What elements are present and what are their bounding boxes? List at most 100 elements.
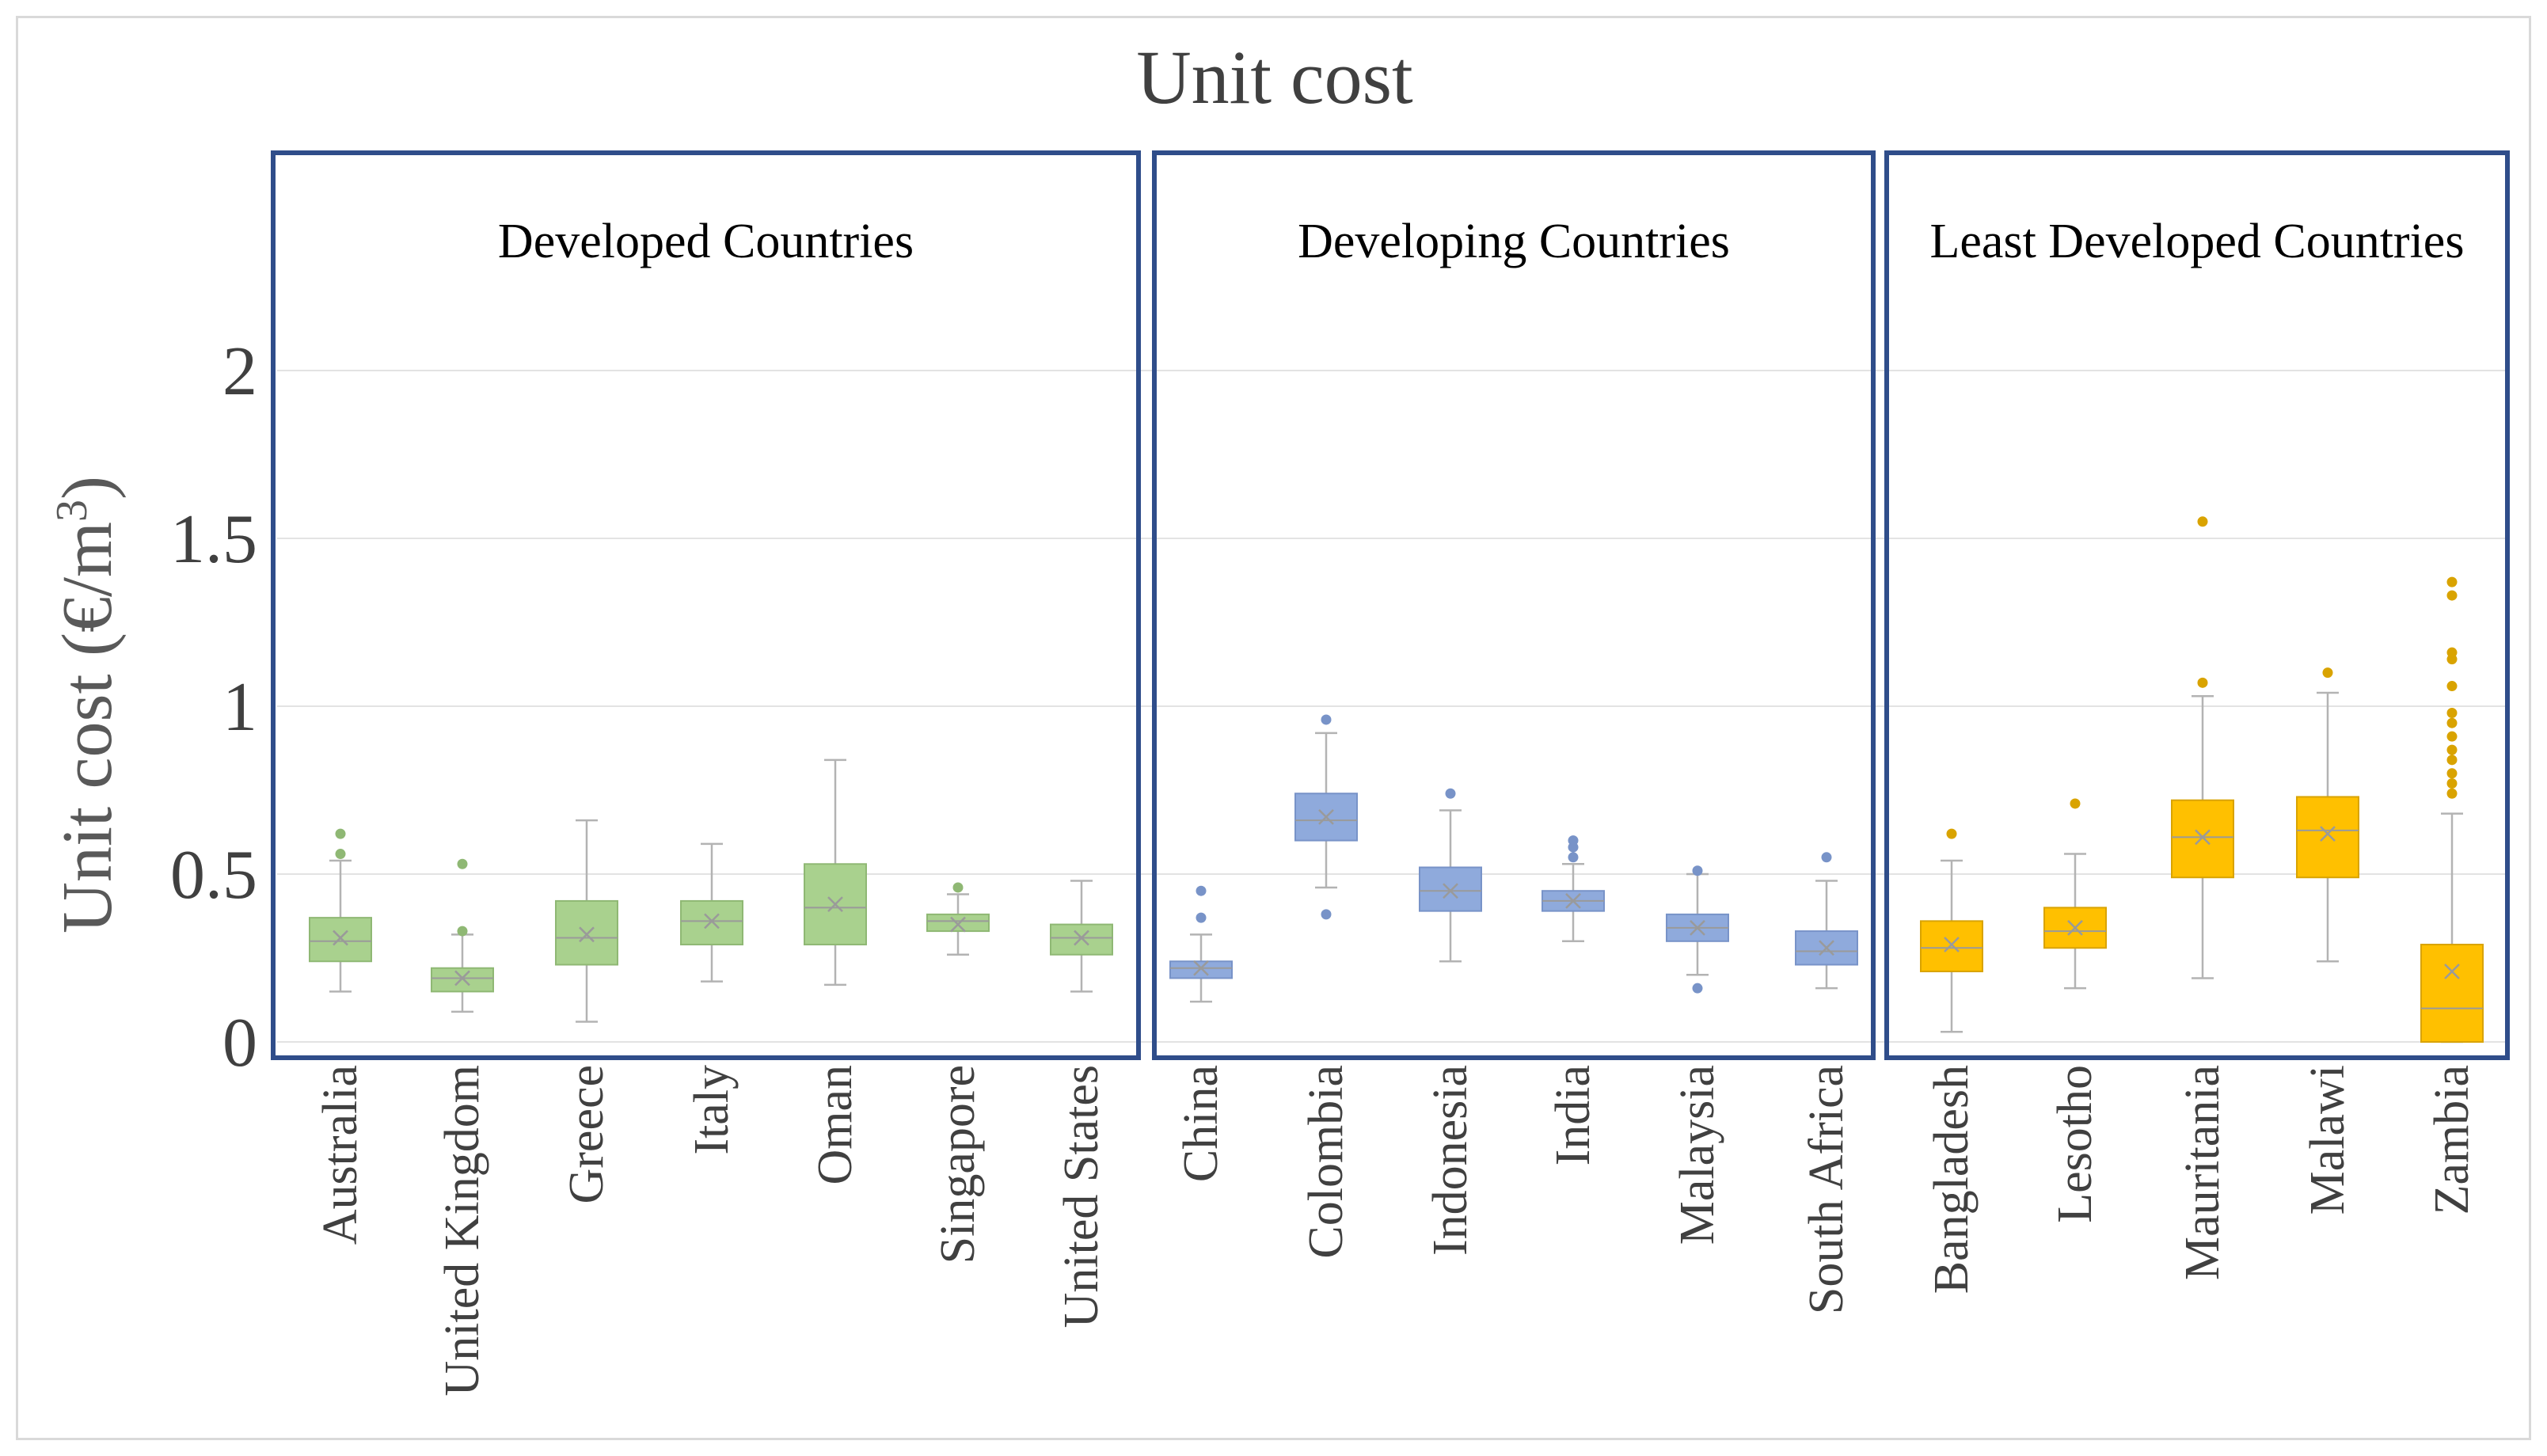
y-tick-label: 1.5 [170,501,257,578]
outlier-point [2446,768,2458,779]
outlier-point [1321,909,1332,920]
box-india [1542,835,1605,943]
box-iqr [1169,960,1233,979]
box-oman [804,758,867,987]
x-tick-label: United Kingdom [435,1065,489,1396]
x-tick-label: Singapore [931,1065,985,1264]
outlier-point [1692,865,1703,876]
outlier-point [2070,798,2081,809]
x-tick-label: Indonesia [1424,1065,1477,1256]
mean-marker [1318,809,1334,825]
mean-marker [579,926,595,943]
box-bangladesh [1920,828,1983,1033]
x-tick-label: Oman [808,1065,862,1185]
outlier-point [2446,681,2458,692]
box-united-kingdom [431,858,494,1013]
mean-marker [1565,893,1581,909]
mean-marker [1193,960,1209,976]
x-tick-label: Bangladesh [1925,1065,1979,1294]
box-mauritania [2171,516,2234,979]
outlier-point [2446,647,2458,658]
outlier-point [1445,788,1456,799]
outlier-point [2446,744,2458,755]
outlier-point [2446,778,2458,789]
outlier-point [2446,576,2458,587]
box-iqr [680,899,743,946]
box-iqr [2171,799,2234,879]
outlier-point [1321,714,1332,725]
y-axis-label: Unit cost (€/m3) [48,476,127,933]
outlier-point [1692,983,1703,994]
outlier-point [2446,788,2458,799]
x-tick-label: Greece [560,1065,614,1204]
outlier-point [2322,667,2333,679]
mean-marker [1443,883,1458,899]
box-italy [680,842,743,983]
group-title: Least Developed Countries [1930,215,2465,268]
box-iqr [1419,866,1482,912]
x-tick-label: South Africa [1800,1065,1853,1314]
x-tick-label: Italy [685,1065,739,1155]
group-panel-2 [1152,150,1876,1060]
outlier-point [1196,885,1207,896]
group-panels: Developed Countries Developing Countries L… [271,150,2510,1060]
x-tick-label: China [1174,1065,1228,1182]
mean-marker [950,916,966,933]
box-indonesia [1419,788,1482,963]
x-tick-label: India [1546,1065,1600,1165]
x-tick-label: Zambia [2425,1065,2479,1215]
mean-marker [1944,937,1960,952]
outlier-point [1568,835,1579,846]
box-series [309,516,2484,1044]
outlier-point [952,882,964,893]
group-title: Developed Countries [498,215,914,268]
y-tick-label: 1 [222,669,257,746]
mean-marker [454,970,470,987]
outlier-point [457,926,468,937]
mean-marker [1690,919,1705,936]
box-iqr [309,917,372,963]
outlier-point [1568,852,1579,863]
box-australia [309,828,372,993]
chart-title: Unit cost [1136,35,1413,120]
box-iqr [555,899,618,966]
mean-marker [827,896,843,913]
y-axis-label-superscript: 3 [48,500,97,522]
mean-marker [704,913,720,929]
x-tick-label: United States [1055,1065,1108,1328]
outlier-point [457,858,468,869]
y-axis-label-close: ) [48,476,127,500]
outlier-point [335,828,346,839]
box-iqr [431,967,494,993]
x-tick-label: Malawi [2301,1065,2355,1215]
outlier-point [2446,590,2458,601]
box-lesotho [2043,798,2107,990]
box-malaysia [1666,865,1729,994]
box-colombia [1294,714,1358,920]
mean-marker [2320,826,2336,842]
y-axis-ticks: 0 0.5 1 1.5 2 [170,333,257,1082]
box-south-africa [1795,852,1858,990]
mean-marker [2444,964,2460,979]
outlier-point [2197,677,2208,688]
y-axis-label-text: Unit cost (€/m [48,522,127,933]
box-united-states [1050,880,1113,993]
chart-frame [16,16,2531,1440]
box-iqr [926,913,990,933]
outlier-point [1196,912,1207,923]
outlier-point [1946,828,1957,839]
box-singapore [926,882,990,956]
outlier-point [2446,717,2458,728]
y-tick-label: 2 [222,333,257,410]
gridlines [277,370,2506,1043]
mean-marker [1819,940,1834,956]
box-iqr [2296,796,2359,879]
box-zambia [2420,576,2484,1044]
outlier-point [1821,852,1832,863]
box-iqr [1050,923,1113,956]
box-iqr [1920,920,1983,972]
box-malawi [2296,667,2359,963]
mean-marker [2067,919,2083,936]
outlier-point [2446,755,2458,766]
